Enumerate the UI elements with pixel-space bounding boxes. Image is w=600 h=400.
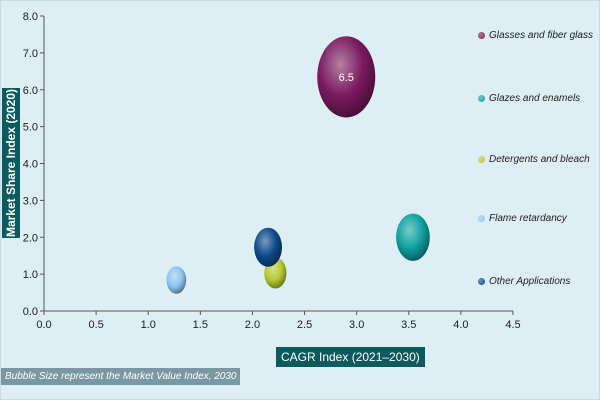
legend-marker-icon <box>478 32 485 39</box>
x-axis-label: CAGR Index (2021–2030) <box>276 347 425 367</box>
x-tick-label: 0.0 <box>36 319 51 331</box>
legend-marker-icon <box>478 156 485 163</box>
legend-item[interactable]: Glasses and fiber glass <box>478 30 593 41</box>
x-tick-label: 2.0 <box>245 319 260 331</box>
y-tick-label: 7.0 <box>23 48 38 60</box>
legend-label: Glazes and enamels <box>489 93 581 104</box>
y-tick-label: 1.0 <box>23 269 38 281</box>
y-tick-label: 2.0 <box>23 232 38 244</box>
y-axis-label: Market Share Index (2020) <box>2 88 20 238</box>
x-tick-label: 0.5 <box>88 319 103 331</box>
y-tick-label: 6.0 <box>23 85 38 97</box>
bubble-other-applications[interactable] <box>254 227 283 267</box>
legend-label: Other Applications <box>489 276 571 287</box>
legend-marker-icon <box>478 278 485 285</box>
y-tick-label: 0.0 <box>23 306 38 318</box>
bubble-glasses-and-fiber-glass[interactable] <box>317 36 376 118</box>
y-tick-label: 8.0 <box>23 11 38 23</box>
x-tick-label: 2.5 <box>297 319 312 331</box>
x-tick-label: 3.5 <box>401 319 416 331</box>
bubble-data-label: 6.5 <box>339 72 354 84</box>
x-tick-label: 4.5 <box>505 319 520 331</box>
x-tick-label: 1.0 <box>141 319 156 331</box>
y-tick-label: 3.0 <box>23 195 38 207</box>
x-tick-label: 3.0 <box>349 319 364 331</box>
x-tick-label: 1.5 <box>193 319 208 331</box>
legend-item[interactable]: Flame retardancy <box>478 213 567 224</box>
legend-marker-icon <box>478 215 485 222</box>
legend-label: Glasses and fiber glass <box>489 30 593 41</box>
y-tick-label: 4.0 <box>23 159 38 171</box>
legend-label: Detergents and bleach <box>489 154 590 165</box>
legend-label: Flame retardancy <box>489 213 567 224</box>
y-tick-label: 5.0 <box>23 122 38 134</box>
legend-item[interactable]: Glazes and enamels <box>478 93 580 104</box>
bubble-size-note: Bubble Size represent the Market Value I… <box>1 368 241 385</box>
legend-marker-icon <box>478 95 485 102</box>
bubble-glazes-and-enamels[interactable] <box>396 213 430 261</box>
legend-item[interactable]: Detergents and bleach <box>478 154 590 165</box>
bubble-flame-retardancy[interactable] <box>166 266 187 294</box>
legend-item[interactable]: Other Applications <box>478 276 570 287</box>
x-tick-label: 4.0 <box>453 319 468 331</box>
